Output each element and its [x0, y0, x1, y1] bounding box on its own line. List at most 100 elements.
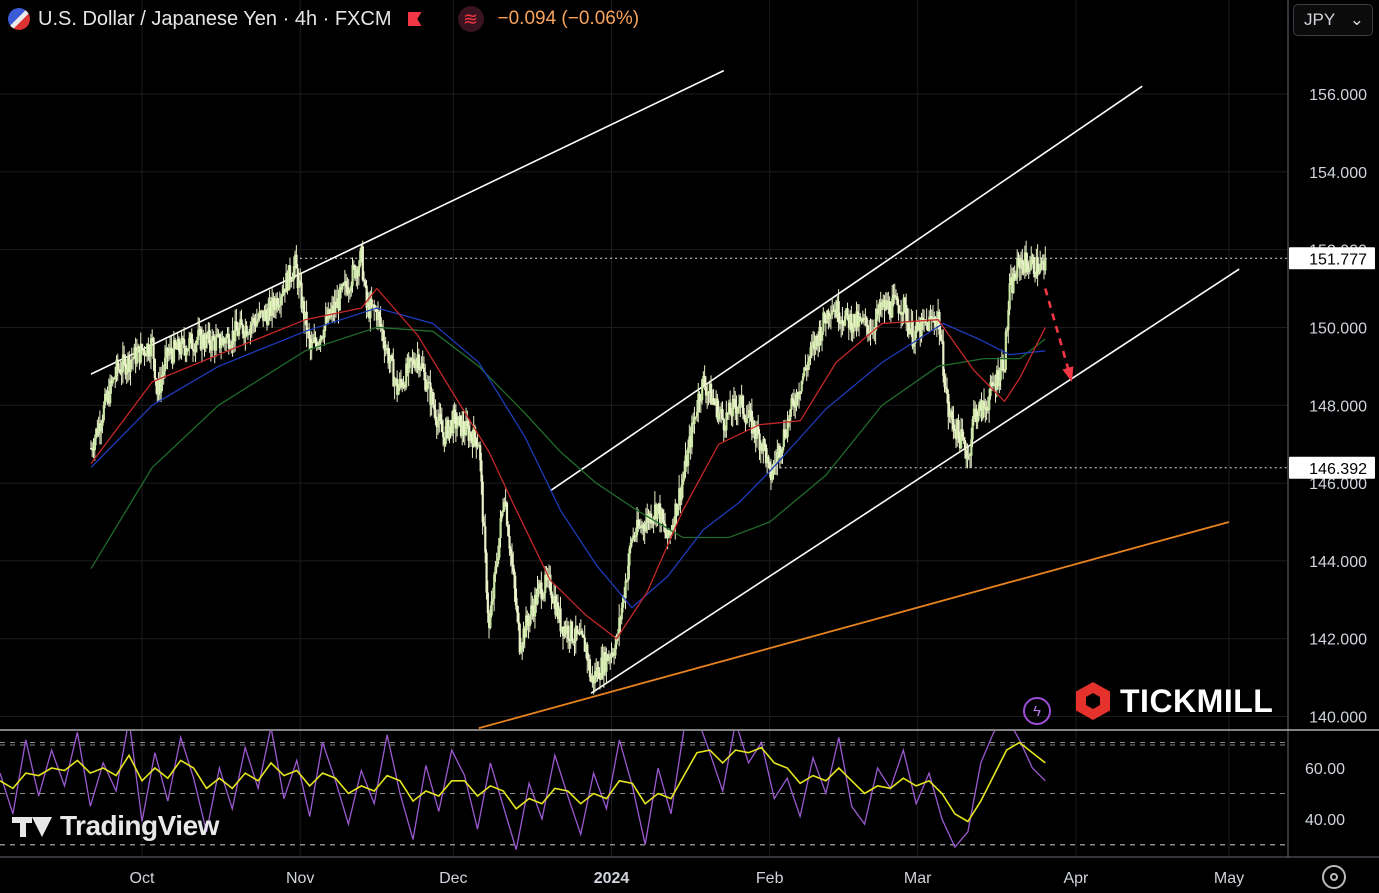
candle — [98, 410, 102, 445]
candle — [343, 269, 347, 296]
candle-body — [930, 316, 933, 320]
candle — [248, 328, 251, 335]
candle — [123, 345, 126, 367]
candle — [600, 646, 603, 681]
candle — [947, 389, 950, 430]
candle — [785, 429, 788, 439]
candle-body — [535, 594, 538, 605]
candle-body — [565, 625, 569, 634]
currency-select[interactable]: JPY ⌄ — [1293, 4, 1373, 36]
wave-icon[interactable]: ≋ — [457, 6, 484, 32]
candle-body — [887, 301, 890, 309]
candle-body — [346, 287, 349, 294]
candle — [523, 626, 526, 649]
candle-body — [586, 644, 589, 661]
candle-body — [822, 312, 825, 332]
candle — [584, 642, 588, 659]
candle-body — [421, 363, 424, 368]
candle-body — [1002, 359, 1005, 372]
candle — [170, 335, 173, 364]
candle-body — [660, 509, 663, 525]
candle-body — [152, 337, 155, 359]
candle-body — [590, 677, 593, 682]
candle — [880, 298, 884, 318]
candle-body — [1044, 258, 1047, 271]
candle-body — [495, 563, 498, 567]
candle — [986, 396, 990, 414]
candle-body — [791, 398, 794, 401]
candle-body — [942, 341, 945, 376]
symbol-title[interactable]: U.S. Dollar / Japanese Yen · 4h · FXCM — [38, 7, 392, 30]
candle-body — [800, 380, 803, 392]
candle — [415, 357, 418, 373]
candle-body — [461, 421, 464, 436]
candle — [143, 346, 146, 366]
candle — [794, 393, 797, 419]
candle-body — [206, 333, 209, 339]
candle — [800, 380, 803, 394]
candle-body — [861, 317, 865, 322]
candle — [912, 341, 916, 354]
candle-body — [214, 336, 218, 351]
candle-body — [647, 514, 650, 523]
candle-body — [749, 410, 752, 412]
tickmill-mark-icon — [1076, 682, 1110, 720]
candle — [618, 604, 621, 647]
candle — [812, 330, 815, 356]
candle — [708, 380, 711, 403]
candle — [599, 672, 602, 690]
candle — [319, 334, 322, 353]
candle — [1037, 263, 1041, 276]
candle-body — [118, 369, 121, 371]
candle-body — [218, 333, 222, 349]
candle — [244, 318, 247, 351]
candle-body — [342, 284, 345, 286]
candle — [406, 353, 409, 377]
candle-body — [678, 488, 681, 506]
candle-body — [896, 296, 899, 305]
candle-body — [856, 311, 859, 327]
candle — [764, 443, 768, 468]
candle — [160, 366, 163, 402]
candle-body — [280, 296, 283, 305]
tradingview-wordmark: TradingView — [60, 810, 219, 841]
candle — [417, 348, 421, 378]
candle-body — [166, 348, 169, 357]
candle — [351, 257, 354, 293]
candle-body — [562, 626, 565, 637]
symbol-header[interactable]: U.S. Dollar / Japanese Yen · 4h · FXCM ≋… — [8, 6, 639, 32]
tickmill-wordmark: TICKMILL — [1120, 682, 1274, 719]
candle — [544, 565, 547, 602]
candle-body — [754, 433, 757, 439]
candle — [340, 283, 343, 299]
candle — [266, 303, 269, 331]
flag-marker-icon[interactable] — [407, 12, 422, 26]
candle — [331, 295, 334, 324]
candle-body — [1020, 259, 1023, 269]
candle-body — [854, 314, 857, 328]
candle-body — [225, 336, 228, 344]
candle — [967, 446, 970, 461]
candle-body — [130, 359, 133, 361]
x-tick-label: Dec — [439, 870, 467, 887]
candle — [984, 398, 987, 423]
tradingview-logo[interactable]: TradingView — [12, 810, 219, 842]
candle-body — [944, 386, 947, 389]
settings-icon[interactable] — [1322, 865, 1346, 889]
candle — [463, 421, 466, 446]
candle — [716, 393, 719, 423]
candle — [644, 508, 648, 533]
candle — [95, 427, 98, 446]
bolt-icon[interactable]: ϟ — [1023, 697, 1051, 725]
candle-body — [1007, 309, 1010, 331]
candle-body — [641, 524, 644, 529]
candle — [789, 408, 792, 431]
candle-body — [540, 582, 543, 599]
candle-body — [694, 416, 697, 418]
candle-body — [688, 436, 691, 448]
candle — [245, 321, 248, 337]
candle-body — [361, 246, 364, 281]
candle — [452, 404, 455, 444]
candle — [509, 545, 512, 567]
